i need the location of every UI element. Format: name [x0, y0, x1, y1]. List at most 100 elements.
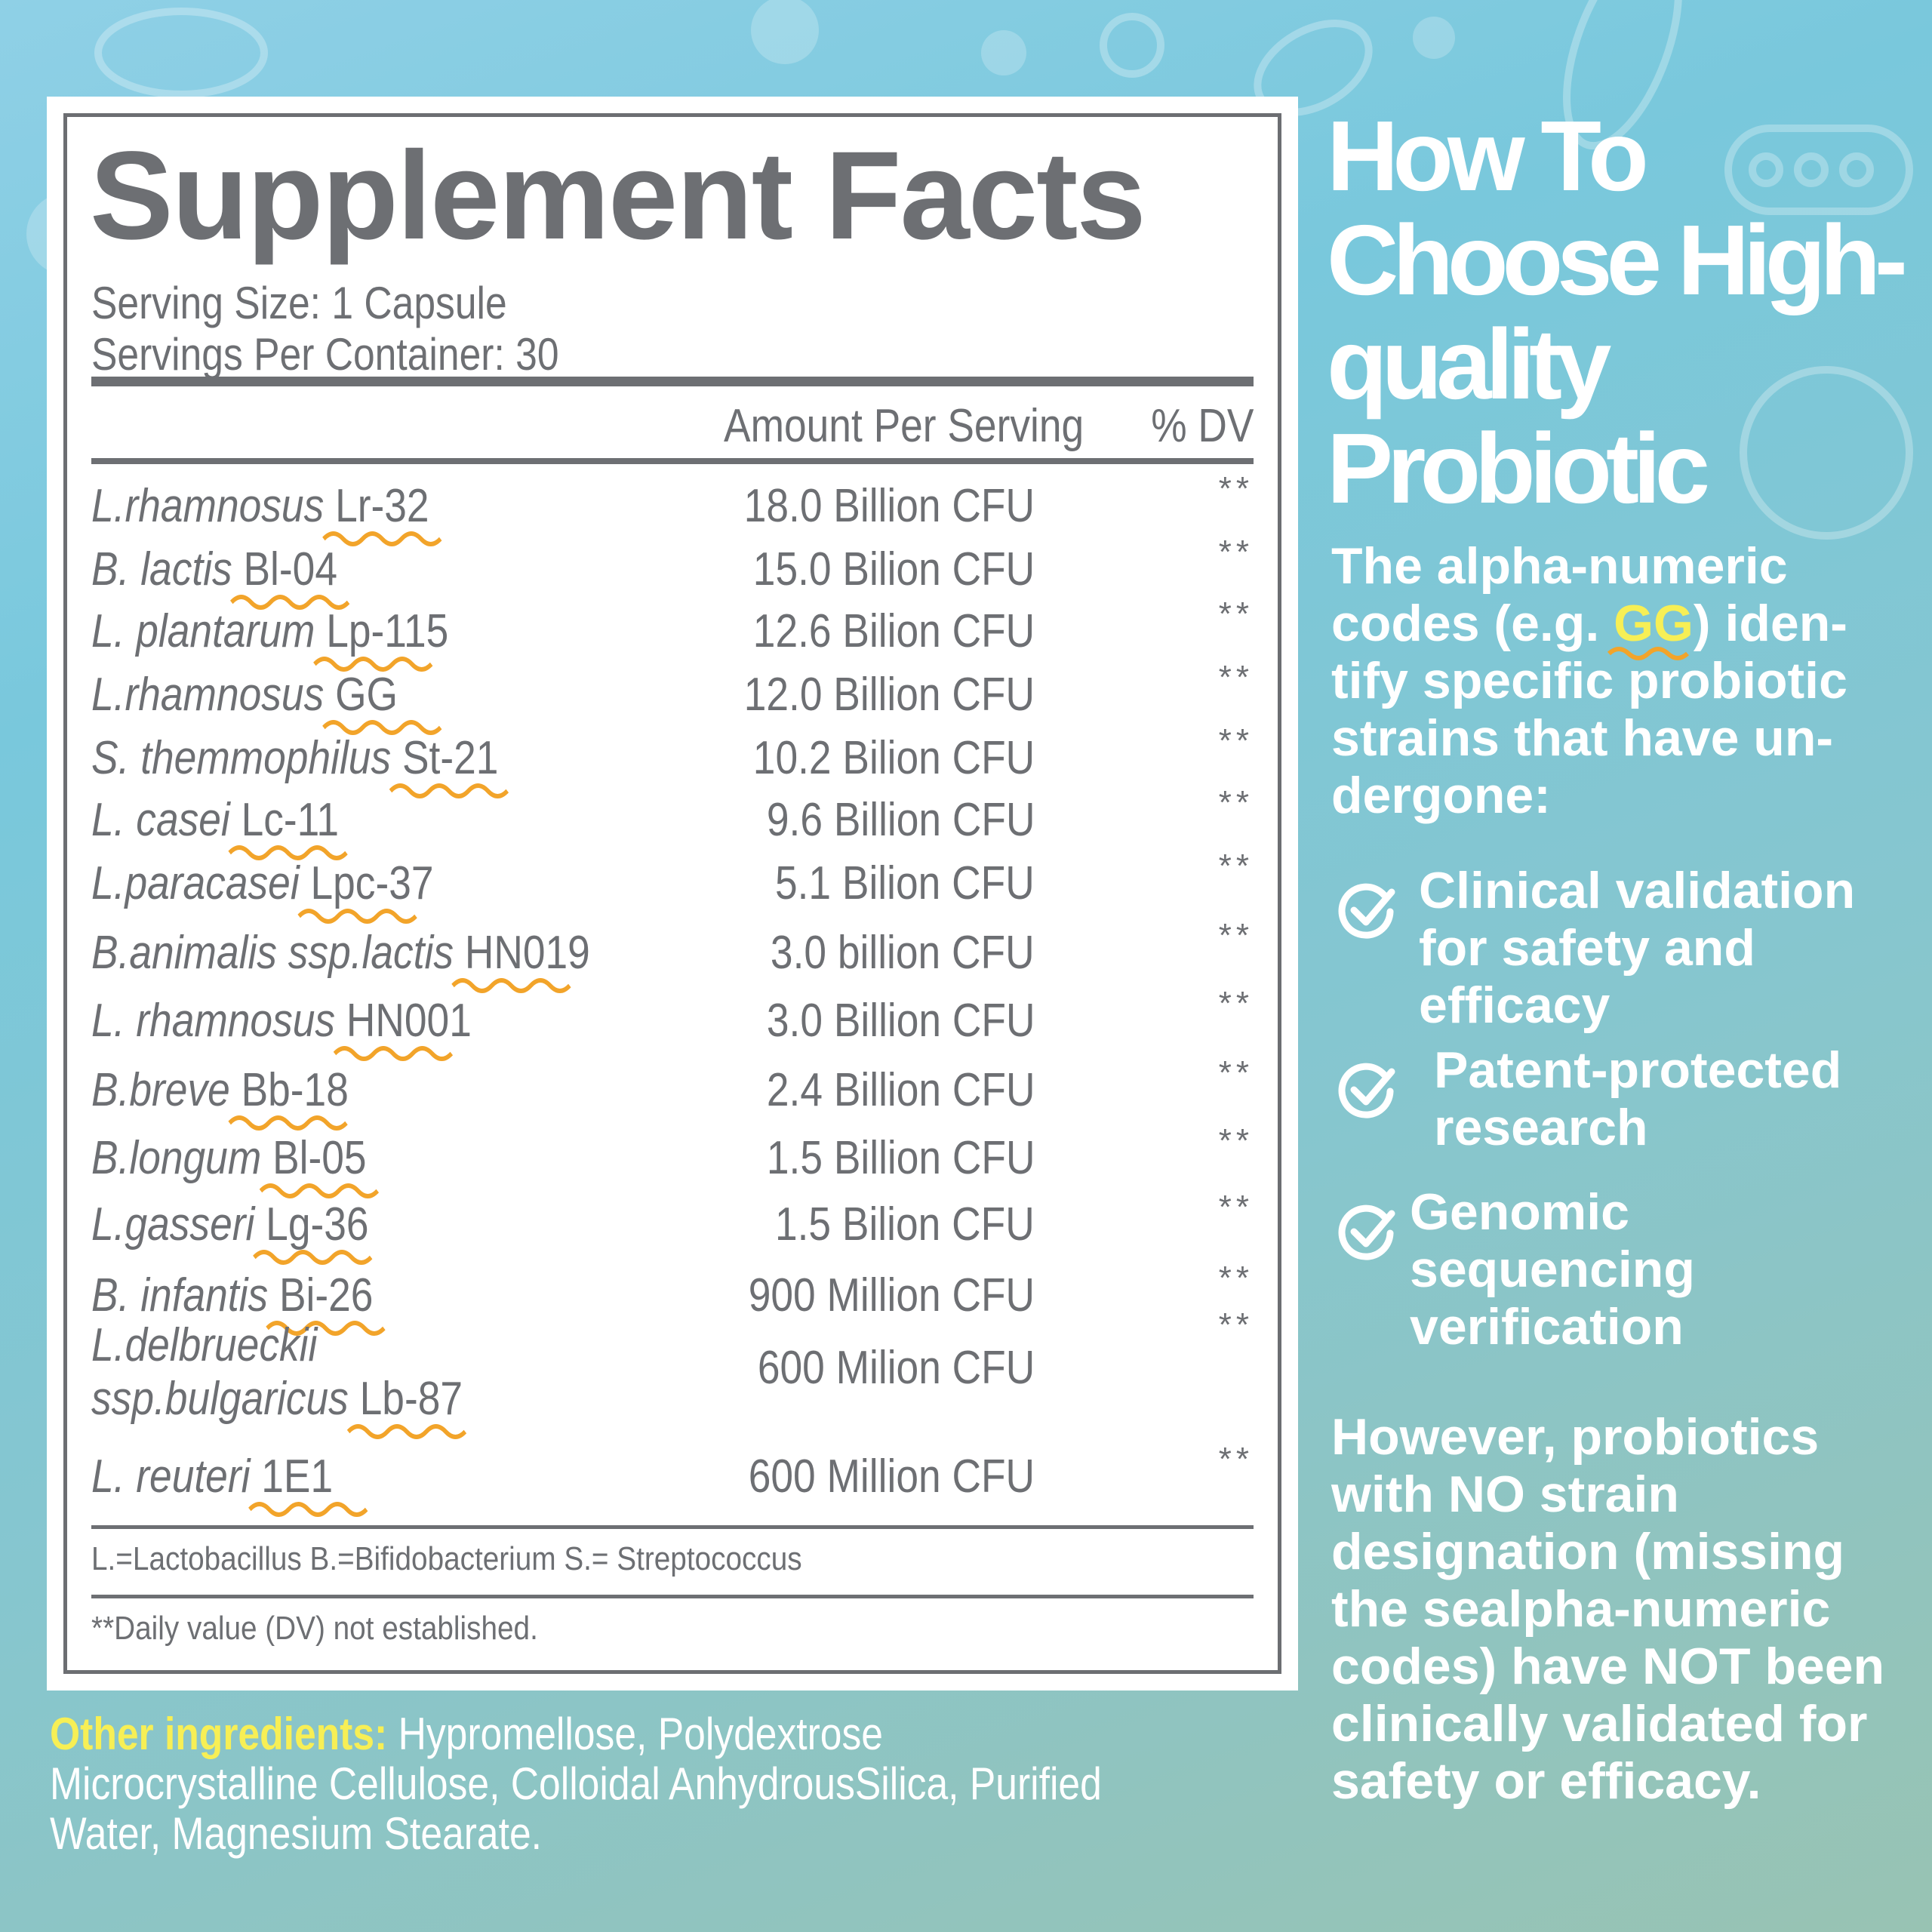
strain-code: St-21	[389, 731, 509, 798]
servings-per-container: Servings Per Container: 30	[91, 329, 559, 380]
strain-dv: **	[1218, 784, 1254, 821]
strain-dv: **	[1218, 917, 1254, 954]
strain-name: B.longum Bl-05	[91, 1131, 380, 1198]
strain-squiggle-icon	[228, 845, 348, 860]
strain-species: B.animalis ssp.lactis	[91, 927, 454, 979]
intro-text-after: ) iden-tify specific probiotic strains t…	[1331, 595, 1847, 824]
strain-row: L.delbrueckii ssp.bulgaricus Lb-87 600 Mil…	[91, 1306, 1254, 1439]
strain-code: Bb-18	[228, 1063, 349, 1131]
strain-amount: 600 Milion CFU	[757, 1342, 1035, 1394]
other-ingredients-text: Hypromellose, Polydextrose Microcrystall…	[50, 1709, 1102, 1859]
strain-amount: 3.0 Billion CFU	[766, 995, 1035, 1047]
strain-row: S. themmophilus St-21 10.2 Bilion CFU **	[91, 722, 1254, 798]
strain-amount: 15.0 Bilion CFU	[752, 543, 1035, 595]
strain-species: L.rhamnosus	[91, 669, 325, 721]
strain-species: B. infantis	[91, 1269, 269, 1321]
strain-code: Bi-26	[266, 1269, 386, 1336]
strain-dv: **	[1218, 534, 1254, 571]
strain-row: L.paracasei Lpc-37 5.1 Bilion CFU **	[91, 848, 1254, 924]
strain-code-text: Bl-04	[243, 543, 337, 595]
strain-species: L.rhamnosus	[91, 480, 325, 532]
strain-code-text: Lpc-37	[310, 857, 434, 909]
strain-dv: **	[1218, 848, 1254, 884]
strain-code-text: GG	[335, 669, 398, 721]
strain-name: B.animalis ssp.lactis HN019	[91, 926, 590, 993]
strain-squiggle-icon	[259, 1183, 380, 1198]
check-circle-icon	[1338, 1063, 1395, 1118]
strain-amount: 900 Million CFU	[748, 1269, 1035, 1321]
strain-code: Lp-115	[313, 605, 449, 672]
strain-row: L. casei Lc-11 9.6 Billion CFU **	[91, 784, 1254, 860]
strain-code: HN019	[451, 926, 590, 993]
how-to-choose-title: How To Choose High-quality Probiotic	[1327, 100, 1908, 524]
strain-code-text: Bl-05	[272, 1132, 367, 1184]
strain-species: L.gasseri	[91, 1198, 255, 1251]
strain-code-text: St-21	[401, 732, 499, 784]
strain-species: L.paracasei	[91, 857, 300, 909]
strain-dv: **	[1218, 470, 1254, 507]
strain-name: L.rhamnosus GG	[91, 668, 442, 735]
check-circle-icon	[1338, 1204, 1395, 1260]
strain-code-text: Lp-115	[326, 605, 449, 657]
strain-amount: 2.4 Billion CFU	[766, 1064, 1035, 1116]
strain-squiggle-icon	[228, 1115, 348, 1131]
strain-code-text: Bi-26	[278, 1269, 374, 1321]
strain-dv: **	[1218, 659, 1254, 696]
strain-code: Lg-36	[252, 1198, 373, 1265]
check-item-text: Clinical validation for safety and effic…	[1419, 862, 1856, 1034]
strain-species: L. reuteri	[91, 1451, 251, 1503]
strain-name: L. casei Lc-11	[91, 793, 348, 860]
strain-code-text: 1E1	[261, 1451, 334, 1503]
gg-squiggle-icon	[1607, 647, 1690, 660]
strain-amount: 5.1 Bilion CFU	[775, 857, 1035, 909]
strain-squiggle-icon	[248, 1502, 368, 1517]
strain-amount: 12.6 Bilion CFU	[752, 605, 1035, 657]
strain-code: GG	[321, 668, 442, 735]
strain-row: B. infantis Bi-26 900 Million CFU **	[91, 1260, 1254, 1336]
strain-row: B.breve Bb-18 2.4 Billion CFU **	[91, 1054, 1254, 1131]
intro-text-before: The alpha-numeric codes (e.g.	[1331, 537, 1788, 652]
strain-squiggle-icon	[313, 657, 433, 672]
strain-row: L.gasseri Lg-36 1.5 Bilion CFU **	[91, 1189, 1254, 1265]
strain-row: B.longum Bl-05 1.5 Billion CFU **	[91, 1122, 1254, 1198]
other-ingredients-label: Other ingredients:	[50, 1709, 388, 1759]
strain-name: L.paracasei Lpc-37	[91, 857, 434, 924]
strain-dv: **	[1218, 1260, 1254, 1297]
closing-paragraph: However, probiotics with NO strain desig…	[1331, 1408, 1885, 1810]
strain-species: B.breve	[91, 1064, 230, 1116]
strain-amount: 18.0 Billion CFU	[743, 480, 1035, 532]
strain-amount: 600 Million CFU	[748, 1451, 1035, 1503]
supplement-facts-label: Supplement Facts Serving Size: 1 Capsule…	[47, 97, 1298, 1690]
strain-dv: **	[1218, 595, 1254, 632]
strain-squiggle-icon	[266, 1321, 386, 1336]
gg-highlight-text: GG	[1614, 595, 1694, 652]
strain-row: L. plantarum Lp-115 12.6 Bilion CFU **	[91, 595, 1254, 672]
check-circle-icon	[1338, 883, 1395, 939]
divider-thick	[91, 377, 1254, 386]
strain-code-text: Lg-36	[266, 1198, 369, 1251]
label-border: Supplement Facts Serving Size: 1 Capsule…	[63, 113, 1281, 1674]
strain-species: S. themmophilus	[91, 732, 392, 784]
strain-dv: **	[1218, 985, 1254, 1022]
strain-name: L.delbrueckii ssp.bulgaricus Lb-87	[91, 1318, 466, 1439]
strain-species: ssp.bulgaricus	[91, 1373, 349, 1425]
strain-amount: 12.0 Billion CFU	[743, 669, 1035, 721]
column-amount-header: Amount Per Serving	[724, 400, 1084, 452]
strain-code: Lc-11	[228, 793, 348, 860]
strain-name: L. reuteri 1E1	[91, 1450, 368, 1517]
strain-dv: **	[1218, 1306, 1254, 1343]
strain-row: B. lactis Bl-04 15.0 Bilion CFU **	[91, 534, 1254, 610]
intro-paragraph: The alpha-numeric codes (e.g. GG) iden-t…	[1331, 537, 1920, 824]
strain-code-text: Lc-11	[241, 794, 340, 846]
strain-amount: 10.2 Bilion CFU	[752, 732, 1035, 784]
strain-code: HN001	[333, 994, 472, 1061]
strain-code: Lpc-37	[297, 857, 434, 924]
strain-species-line1: L.delbrueckii	[91, 1319, 318, 1371]
divider-footnote	[91, 1595, 1254, 1598]
strain-squiggle-icon	[321, 531, 442, 546]
strain-squiggle-icon	[333, 1046, 453, 1061]
strain-species: L. plantarum	[91, 605, 315, 657]
strain-code: Bl-04	[230, 543, 350, 610]
strain-squiggle-icon	[389, 783, 509, 798]
strain-amount: 9.6 Billion CFU	[766, 794, 1035, 846]
